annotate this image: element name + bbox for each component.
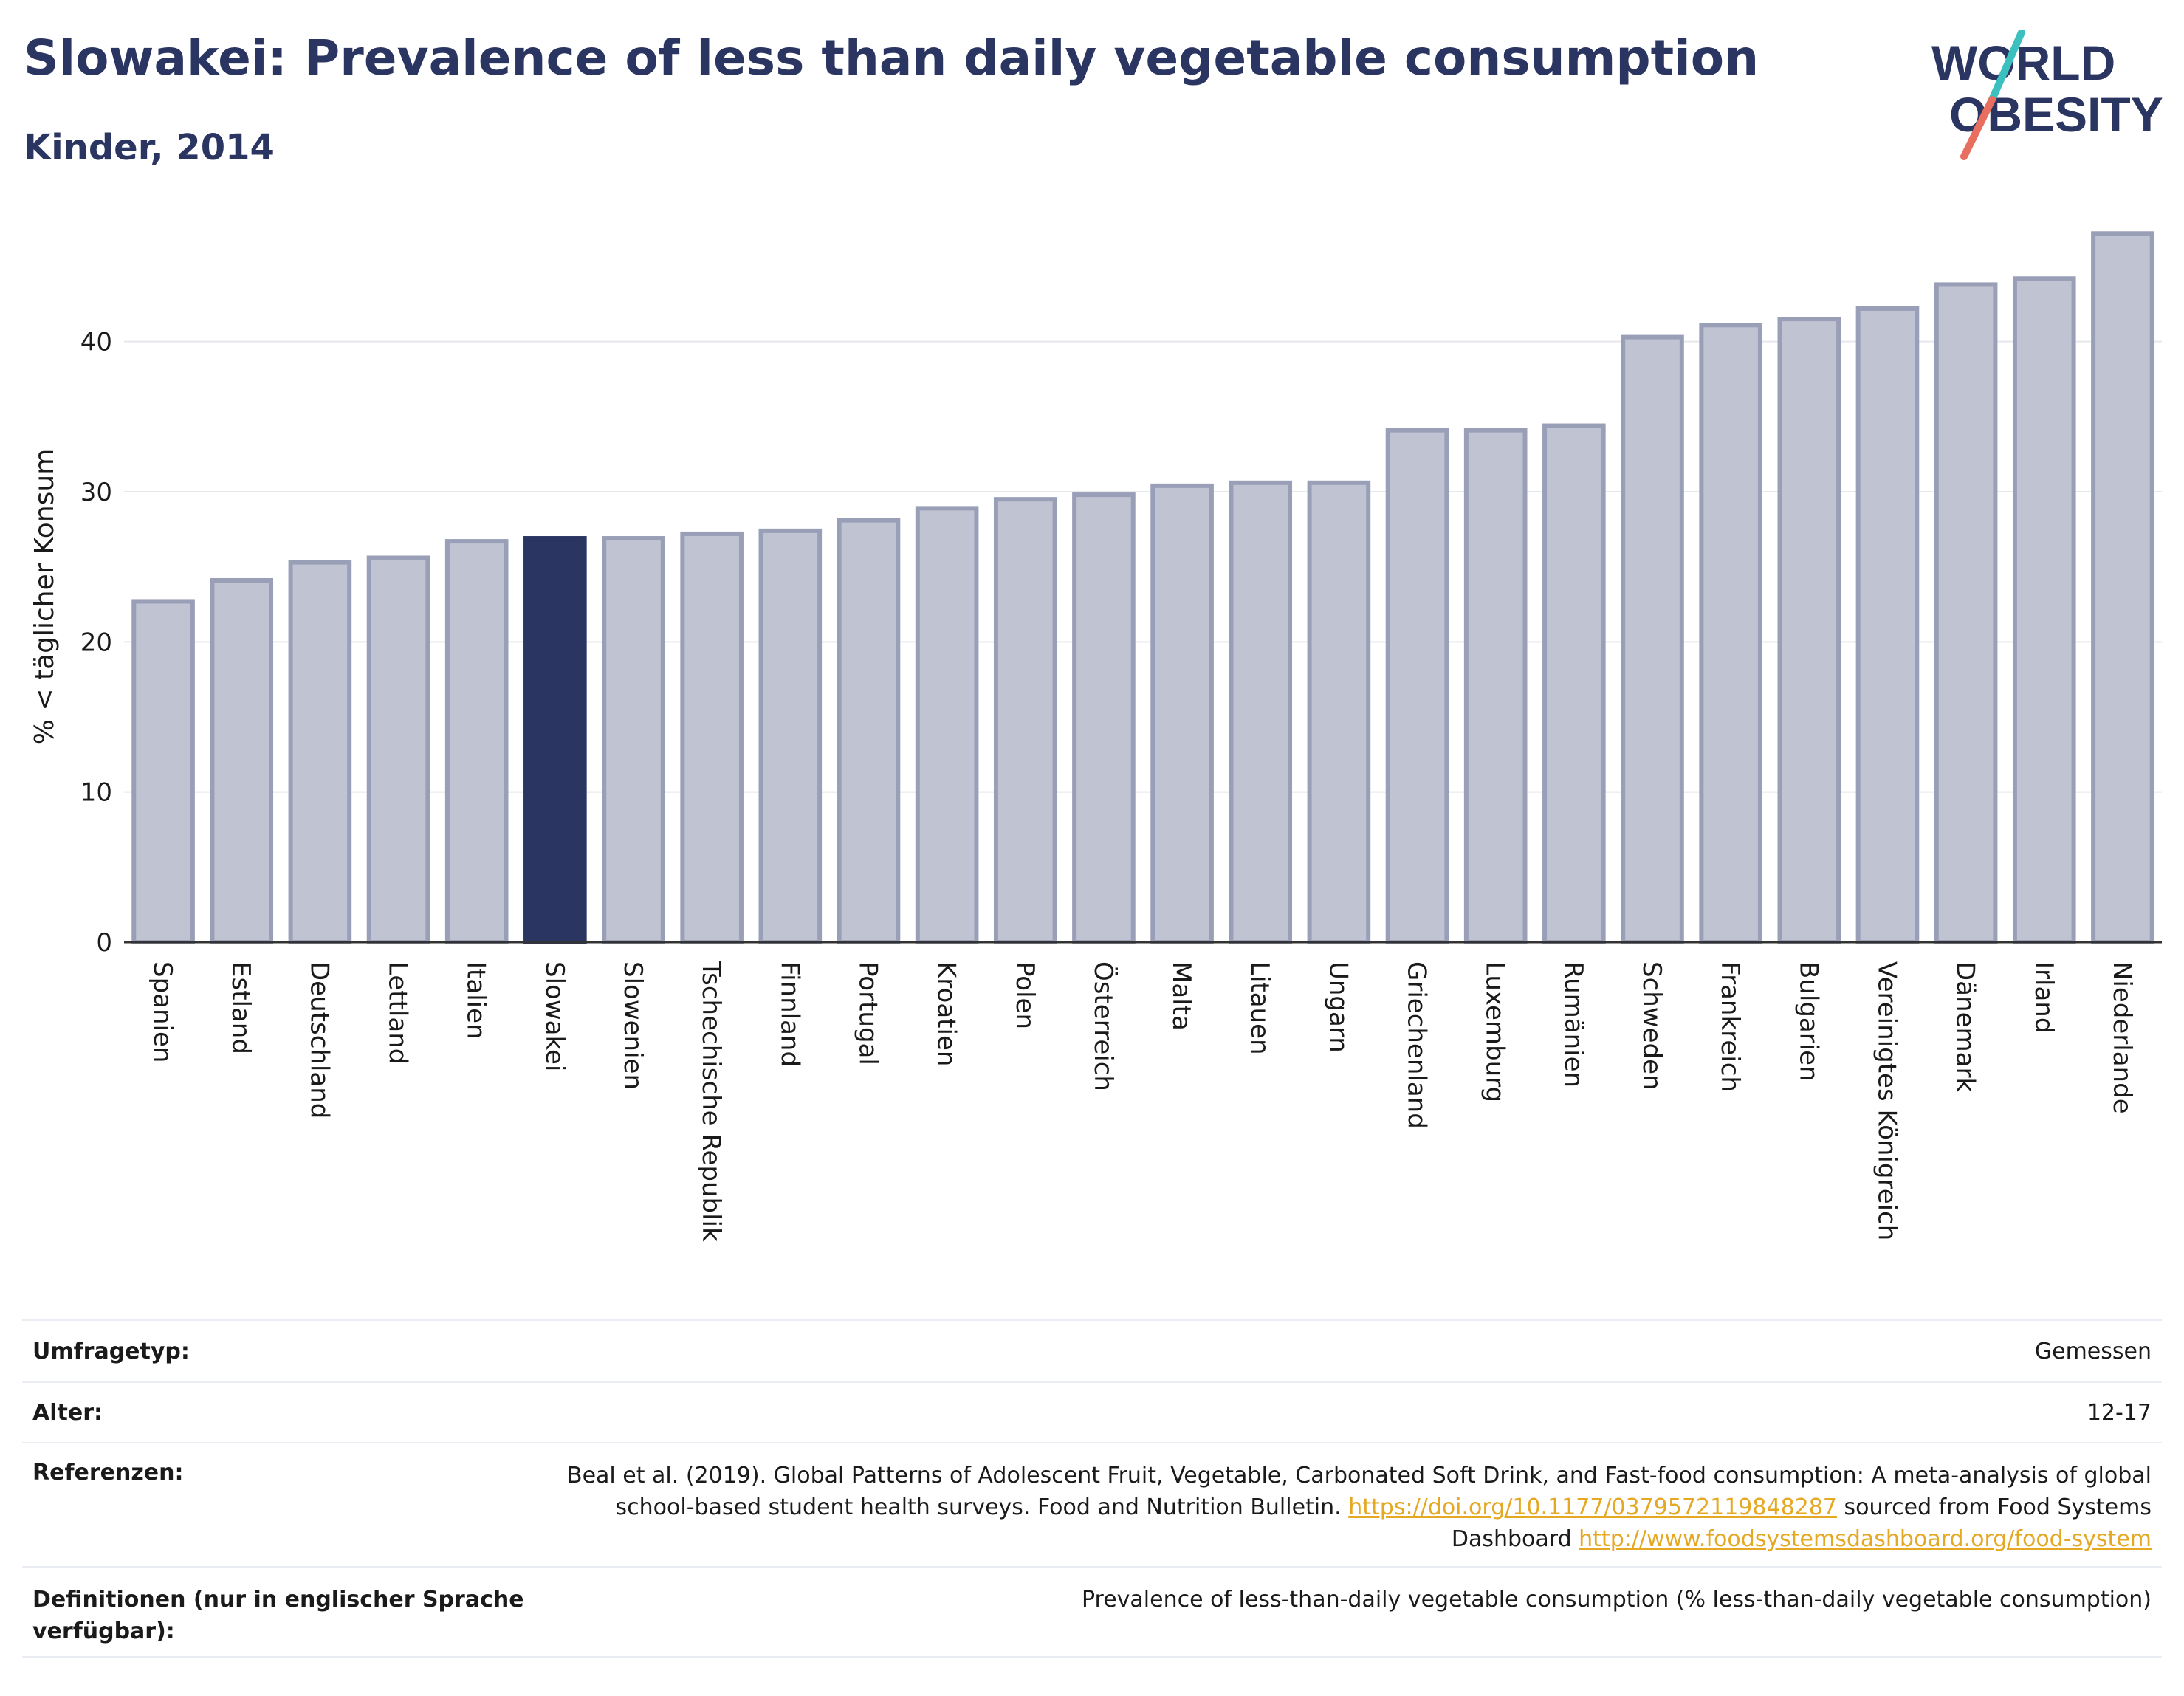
- definitions-value: Prevalence of less-than-daily vegetable …: [1081, 1587, 2152, 1613]
- x-tick-label: Malta: [1167, 961, 1196, 1031]
- bar: [1699, 323, 1762, 944]
- bar: [915, 506, 979, 944]
- bar: [1463, 428, 1528, 944]
- bar: [602, 536, 665, 944]
- y-axis-label: % < täglicher Konsum: [30, 449, 60, 745]
- bar: [1777, 317, 1841, 944]
- bar: [1542, 423, 1606, 944]
- bar: [758, 528, 823, 944]
- table-row: Alter: 12-17: [22, 1381, 2162, 1442]
- bar: [2091, 231, 2154, 944]
- x-tick-label: Tschechische Republik: [696, 961, 726, 1242]
- logo-text-world: WORLD: [1931, 35, 2115, 90]
- y-tick-labels: 0 10 20 30 40: [80, 328, 112, 958]
- x-tick-label: Polen: [1010, 961, 1040, 1029]
- x-tick-label: Lettland: [383, 961, 413, 1064]
- bar: [210, 577, 274, 944]
- table-row: Umfragetyp: Gemessen: [22, 1319, 2162, 1381]
- world-obesity-logo: WORLD OBESITY: [1931, 30, 2163, 160]
- x-tick-label: Schweden: [1637, 961, 1666, 1091]
- chart-title: Slowakei: Prevalence of less than daily …: [24, 30, 1759, 86]
- x-tick-label: Bulgarien: [1793, 961, 1823, 1082]
- food-systems-link[interactable]: http://www.foodsystemsdashboard.org/food…: [1579, 1526, 2152, 1552]
- y-tick-label: 40: [80, 328, 112, 357]
- survey-type-value: Gemessen: [2034, 1338, 2152, 1364]
- age-value: 12-17: [2087, 1399, 2152, 1426]
- survey-type-label: Umfragetyp:: [32, 1338, 190, 1364]
- bar: [444, 539, 509, 944]
- bar: [366, 555, 430, 944]
- y-tick-label: 0: [96, 928, 112, 958]
- x-tick-label: Deutschland: [304, 961, 334, 1119]
- bar: [837, 518, 901, 944]
- bar: [1072, 492, 1136, 944]
- bar: [288, 560, 352, 944]
- references-mid-text: sourced from Food Systems Dashboard: [1451, 1494, 2152, 1552]
- x-tick-label: Slowakei: [540, 961, 569, 1071]
- table-row: Definitionen (nur in englischer Sprache …: [22, 1566, 2162, 1658]
- bar: [1934, 282, 1998, 944]
- x-tick-label: Spanien: [148, 961, 177, 1062]
- bar: [131, 599, 195, 945]
- age-label: Alter:: [32, 1399, 103, 1426]
- logo-slash-teal: [1988, 30, 2025, 103]
- bar: [2012, 276, 2076, 944]
- x-tick-label: Niederlande: [2107, 961, 2137, 1114]
- x-tick-label: Finnland: [775, 961, 804, 1067]
- bar: [1385, 428, 1449, 944]
- x-tick-label: Dänemark: [1951, 961, 1980, 1092]
- x-tick-label: Litauen: [1245, 961, 1274, 1055]
- x-tick-label: Ungarn: [1323, 961, 1353, 1053]
- bar-chart: 0 10 20 30 40 Spanien Estland Deutschland Lettl…: [30, 231, 2162, 1242]
- bar: [993, 497, 1057, 944]
- info-table: Umfragetyp: Gemessen Alter: 12-17 Refere…: [22, 1319, 2162, 1658]
- references-value: Beal et al. (2019). Global Patterns of A…: [557, 1460, 2152, 1566]
- y-tick-label: 20: [80, 628, 112, 657]
- x-tick-label: Portugal: [853, 961, 882, 1065]
- definitions-label: Definitionen (nur in englischer Sprache …: [32, 1587, 524, 1644]
- y-tick-label: 10: [80, 778, 112, 808]
- x-tick-label: Frankreich: [1715, 961, 1745, 1092]
- x-tick-label: Slowenien: [618, 961, 648, 1090]
- bar: [1307, 480, 1371, 944]
- chart-subtitle: Kinder, 2014: [24, 127, 275, 168]
- x-tick-label: Kroatien: [932, 961, 961, 1066]
- y-tick-label: 30: [80, 478, 112, 507]
- logo-slash-coral: [1960, 96, 1996, 160]
- bar: [1855, 306, 1920, 944]
- bars: [131, 231, 2154, 945]
- bar: [1621, 334, 1684, 945]
- table-row: Referenzen: Beal et al. (2019). Global P…: [22, 1442, 2162, 1566]
- x-tick-labels: Spanien Estland Deutschland Lettland Italien…: [148, 961, 2137, 1242]
- x-tick-label: Luxemburg: [1480, 961, 1510, 1102]
- bar-highlighted: [523, 536, 587, 944]
- references-text: Beal et al. (2019). Global Patterns of A…: [566, 1463, 2152, 1520]
- x-tick-label: Irland: [2029, 961, 2058, 1033]
- x-tick-label: Österreich: [1088, 961, 1119, 1091]
- x-tick-label: Rumänien: [1559, 961, 1588, 1088]
- bar: [1150, 483, 1214, 944]
- references-label: Referenzen:: [32, 1460, 184, 1486]
- bar: [680, 531, 744, 944]
- bar: [1229, 480, 1293, 944]
- x-tick-label: Griechenland: [1402, 961, 1432, 1129]
- x-tick-label: Vereinigtes Königreich: [1872, 961, 1901, 1240]
- x-tick-label: Estland: [226, 961, 255, 1054]
- doi-link[interactable]: https://doi.org/10.1177/0379572119848287: [1348, 1494, 1837, 1520]
- x-tick-label: Italien: [461, 961, 491, 1040]
